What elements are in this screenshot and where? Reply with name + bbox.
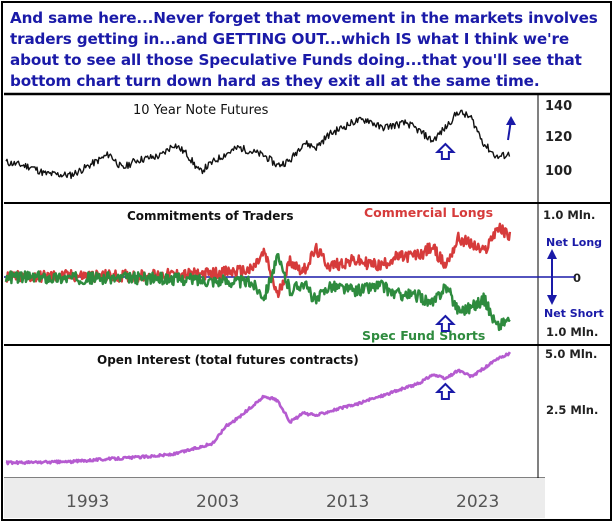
cot-up-arrow-icon	[434, 314, 456, 332]
cot-panel-title: Commitments of Traders	[127, 209, 293, 223]
cot-ytick-top: 1.0 Mln.	[543, 208, 595, 222]
spec-series-label: Spec Fund Shorts	[362, 328, 485, 343]
cot-ytick-zero: 0	[573, 271, 581, 285]
price-panel-title: 10 Year Note Futures	[133, 103, 269, 118]
spec-fund-shorts-line	[4, 253, 511, 332]
net-short-label: Net Short	[544, 307, 604, 320]
price-series-line	[5, 109, 511, 180]
x-axis-band	[4, 478, 545, 518]
net-short-arrowhead-icon	[547, 295, 557, 305]
price-up-arrowhead-icon	[506, 116, 516, 125]
xtick-2023: 2023	[456, 492, 499, 512]
price-ytick-100: 100	[545, 164, 572, 179]
oi-panel-title: Open Interest (total futures contracts)	[97, 353, 359, 367]
open-interest-line	[5, 351, 511, 466]
cot-plot-layer	[4, 222, 575, 332]
net-long-arrowhead-icon	[547, 249, 557, 259]
xtick-2013: 2013	[326, 492, 369, 512]
oi-ytick-2-5: 2.5 Mln.	[546, 403, 598, 417]
oi-up-arrow-icon	[434, 382, 456, 400]
net-long-label: Net Long	[546, 236, 602, 249]
commercial-series-label: Commercial Longs	[364, 205, 493, 220]
oi-ytick-5: 5.0 Mln.	[545, 347, 597, 361]
price-ytick-140: 140	[545, 99, 572, 114]
price-ytick-120: 120	[545, 130, 572, 145]
price-up-arrow-icon	[434, 142, 456, 160]
annotation-layer	[434, 116, 516, 400]
xtick-1993: 1993	[66, 492, 109, 512]
price-plot-layer	[5, 109, 511, 180]
cot-ytick-bottom: 1.0 Mln.	[546, 325, 598, 339]
oi-plot-layer	[5, 351, 511, 466]
headline-text: And same here...Never forget that moveme…	[10, 9, 598, 90]
xtick-2003: 2003	[196, 492, 239, 512]
commercial-longs-line	[5, 222, 512, 299]
